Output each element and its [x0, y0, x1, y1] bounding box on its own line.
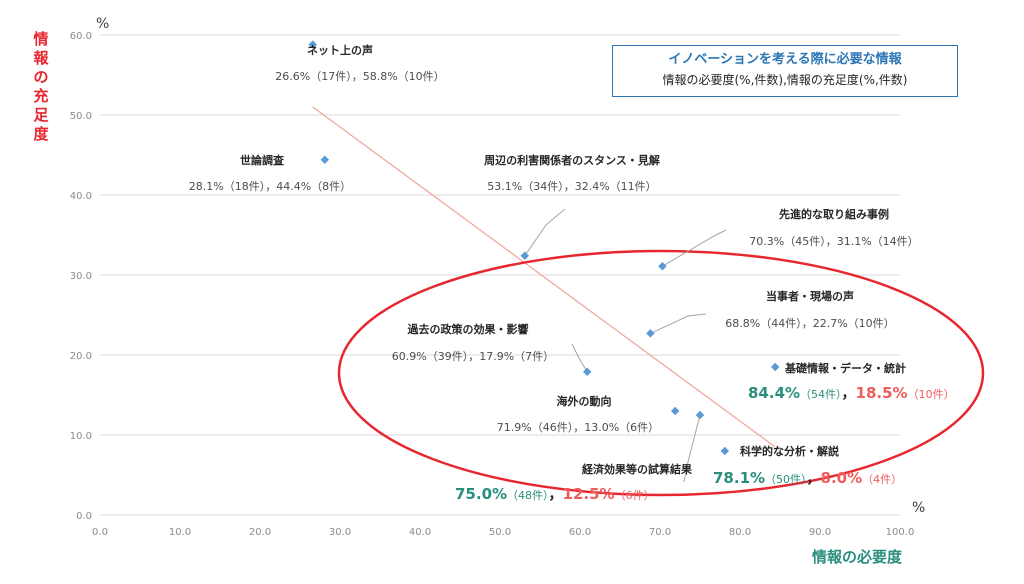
x-tick-label: 90.0	[809, 527, 831, 538]
data-point	[658, 261, 667, 271]
value-part: ，	[549, 487, 563, 503]
point-label: 先進的な取り組み事例	[779, 207, 889, 221]
highlight-ellipse	[337, 249, 985, 497]
value-part: （54件）	[800, 388, 842, 401]
value-part: （50件）	[765, 473, 807, 486]
trendline	[312, 106, 776, 448]
value-part: ，	[842, 386, 856, 402]
y-tick-label: 40.0	[70, 191, 92, 202]
point-label: 経済効果等の試算結果	[582, 462, 692, 476]
point-value-highlight: 75.0%（48件），12.5%（6件）	[455, 485, 655, 503]
value-part: ，	[807, 471, 821, 487]
x-tick-label: 100.0	[886, 527, 915, 538]
leader-line	[571, 343, 588, 373]
point-value-highlight: 84.4%（54件），18.5%（10件）	[748, 384, 955, 402]
data-point	[670, 406, 680, 416]
leader-line	[650, 313, 707, 334]
value-part: 75.0%	[455, 485, 507, 503]
value-part: （48件）	[507, 489, 549, 502]
point-value: 68.8%（44件），22.7%（10件）	[725, 317, 894, 330]
value-part: 8.0%	[821, 469, 863, 487]
point-value: 28.1%（18件），44.4%（8件）	[189, 180, 351, 193]
x-tick-label: 0.0	[92, 527, 108, 538]
x-tick-label: 30.0	[329, 527, 351, 538]
data-point	[646, 329, 655, 338]
value-part: 84.4%	[748, 384, 800, 402]
data-point	[582, 367, 592, 377]
legend-subtitle: 情報の必要度(%,件数),情報の充足度(%,件数)	[662, 73, 908, 87]
chart-legend-box: イノベーションを考える際に必要な情報 情報の必要度(%,件数),情報の充足度(%…	[612, 45, 958, 97]
leader-line	[662, 229, 727, 267]
x-tick-label: 60.0	[569, 527, 591, 538]
point-label: 過去の政策の効果・影響	[407, 322, 529, 336]
y-tick-label: 20.0	[70, 351, 92, 362]
point-label: ネット上の声	[307, 43, 373, 57]
y-tick-label: 60.0	[70, 31, 92, 42]
leader-line	[524, 208, 566, 257]
point-value-highlight: 78.1%（50件），8.0%（4件）	[713, 469, 902, 487]
legend-title: イノベーションを考える際に必要な情報	[668, 52, 902, 67]
point-value: 70.3%（45件），31.1%（14件）	[749, 235, 918, 248]
value-part: （10件）	[908, 388, 955, 401]
data-point	[720, 446, 730, 456]
y-tick-label: 30.0	[70, 271, 92, 282]
x-tick-label: 40.0	[409, 527, 431, 538]
value-part: 12.5%	[563, 485, 615, 503]
x-axis-unit: %	[912, 500, 926, 516]
value-part: （4件）	[862, 473, 902, 486]
x-tick-label: 10.0	[169, 527, 191, 538]
y-tick-label: 0.0	[76, 511, 92, 522]
y-axis-unit: %	[96, 16, 110, 32]
data-point	[320, 155, 330, 165]
data-point	[770, 362, 780, 372]
x-tick-label: 50.0	[489, 527, 511, 538]
point-label: 海外の動向	[557, 394, 612, 408]
y-axis-title: 情報の充足度	[33, 30, 49, 143]
x-tick-label: 80.0	[729, 527, 751, 538]
point-label: 世論調査	[240, 153, 284, 167]
data-point	[520, 251, 530, 261]
value-part: （6件）	[615, 489, 655, 502]
point-value: 60.9%（39件），17.9%（7件）	[392, 350, 554, 363]
x-axis-title: 情報の必要度	[812, 548, 903, 566]
value-part: 18.5%	[856, 384, 908, 402]
point-value: 71.9%（46件），13.0%（6件）	[497, 421, 659, 434]
y-tick-label: 50.0	[70, 111, 92, 122]
point-label: 基礎情報・データ・統計	[784, 361, 906, 375]
data-point	[695, 410, 705, 420]
point-label: 当事者・現場の声	[766, 289, 854, 303]
point-label: 科学的な分析・解説	[740, 444, 839, 458]
y-tick-label: 10.0	[70, 431, 92, 442]
point-value: 53.1%（34件），32.4%（11件）	[487, 180, 656, 193]
x-tick-label: 20.0	[249, 527, 271, 538]
leader-line	[683, 414, 701, 483]
value-part: 78.1%	[713, 469, 765, 487]
point-value: 26.6%（17件），58.8%（10件）	[275, 70, 444, 83]
x-tick-label: 70.0	[649, 527, 671, 538]
point-label: 周辺の利害関係者のスタンス・見解	[484, 153, 660, 167]
data-point	[308, 40, 318, 49]
